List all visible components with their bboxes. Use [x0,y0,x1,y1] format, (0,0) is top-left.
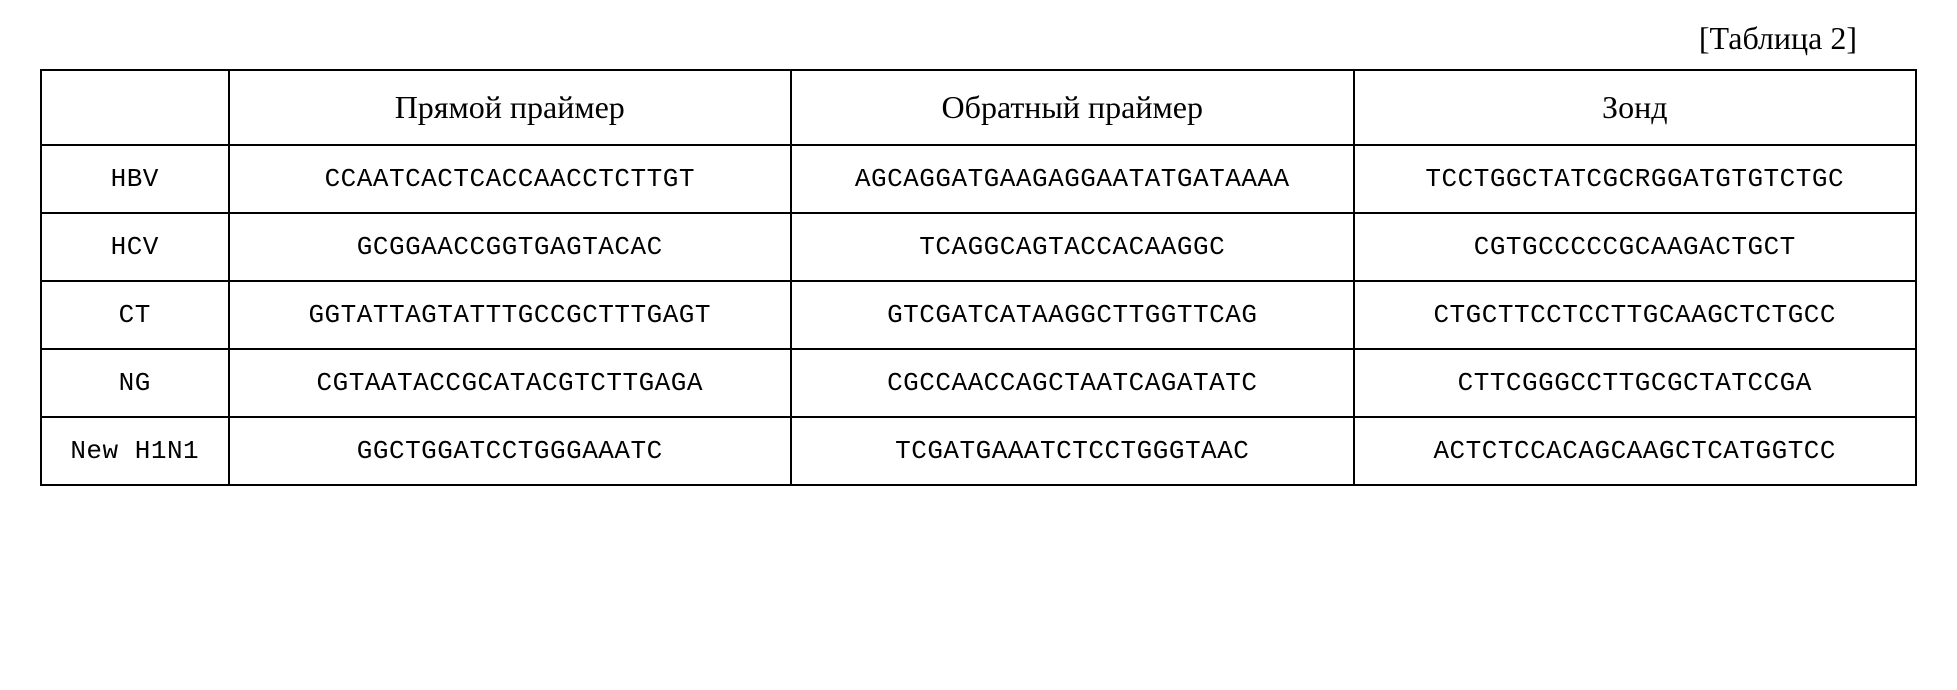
row-label: New H1N1 [41,417,229,485]
col-header-reverse: Обратный праймер [791,70,1354,145]
table-caption: [Таблица 2] [40,20,1917,57]
row-label: CT [41,281,229,349]
cell-forward: GGCTGGATCCTGGGAAATC [229,417,792,485]
col-header-forward: Прямой праймер [229,70,792,145]
cell-reverse: AGCAGGATGAAGAGGAATATGATAAAA [791,145,1354,213]
cell-probe: ACTCTCCACAGCAAGCTCATGGTCC [1354,417,1917,485]
cell-reverse: TCAGGCAGTACCACAAGGC [791,213,1354,281]
col-header-empty [41,70,229,145]
table-header-row: Прямой праймер Обратный праймер Зонд [41,70,1916,145]
row-label: HBV [41,145,229,213]
table-row: NG CGTAATACCGCATACGTCTTGAGA CGCCAACCAGCT… [41,349,1916,417]
table-row: CT GGTATTAGTATTTGCCGCTTTGAGT GTCGATCATAA… [41,281,1916,349]
cell-probe: CTGCTTCCTCCTTGCAAGCTCTGCC [1354,281,1917,349]
row-label: HCV [41,213,229,281]
table-row: HCV GCGGAACCGGTGAGTACAC TCAGGCAGTACCACAA… [41,213,1916,281]
cell-forward: GCGGAACCGGTGAGTACAC [229,213,792,281]
row-label: NG [41,349,229,417]
cell-probe: TCCTGGCTATCGCRGGATGTGTCTGC [1354,145,1917,213]
cell-probe: CGTGCCCCCGCAAGACTGCT [1354,213,1917,281]
col-header-probe: Зонд [1354,70,1917,145]
cell-reverse: GTCGATCATAAGGCTTGGTTCAG [791,281,1354,349]
table-row: HBV CCAATCACTCACCAACCTCTTGT AGCAGGATGAAG… [41,145,1916,213]
primer-table: Прямой праймер Обратный праймер Зонд HBV… [40,69,1917,486]
cell-forward: CGTAATACCGCATACGTCTTGAGA [229,349,792,417]
cell-probe: CTTCGGGCCTTGCGCTATCCGA [1354,349,1917,417]
cell-forward: GGTATTAGTATTTGCCGCTTTGAGT [229,281,792,349]
cell-reverse: TCGATGAAATCTCCTGGGTAAC [791,417,1354,485]
cell-reverse: CGCCAACCAGCTAATCAGATATC [791,349,1354,417]
cell-forward: CCAATCACTCACCAACCTCTTGT [229,145,792,213]
table-row: New H1N1 GGCTGGATCCTGGGAAATC TCGATGAAATC… [41,417,1916,485]
